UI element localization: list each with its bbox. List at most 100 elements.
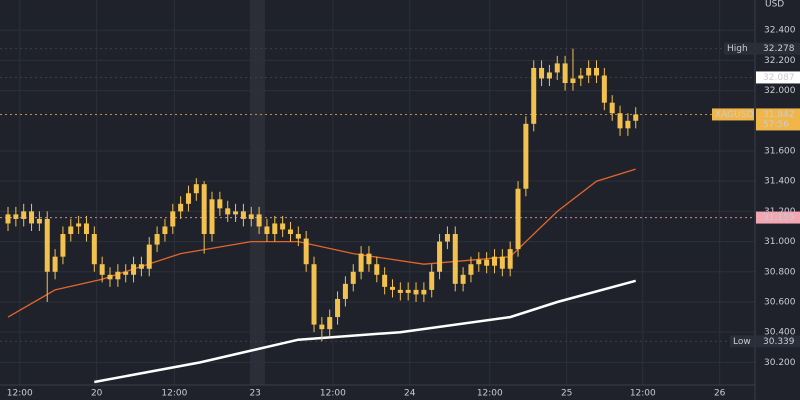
x-tick-label: 12:00 — [7, 389, 33, 399]
price-label-name: Low — [733, 337, 751, 347]
candle-body — [287, 229, 293, 235]
session-highlight — [250, 0, 265, 385]
y-tick-label: 32.200 — [764, 56, 796, 66]
candle-body — [382, 274, 388, 287]
price-label-box — [756, 42, 800, 55]
candle-body — [29, 211, 35, 224]
candle-body — [562, 63, 568, 84]
candle-body — [413, 289, 419, 295]
candle-body — [311, 264, 317, 325]
candle-body — [350, 271, 356, 284]
levels — [0, 48, 755, 342]
candle-body — [633, 114, 639, 121]
candle-body — [178, 203, 184, 212]
candle-body — [5, 214, 11, 224]
price-label: 31.159 — [763, 213, 795, 223]
moving-averages — [7, 168, 637, 384]
candle-body — [170, 211, 176, 227]
price-label: 31.842 — [763, 110, 795, 120]
candle-body — [437, 241, 443, 272]
y-tick-label: 31.400 — [764, 177, 796, 187]
candle-body — [36, 218, 42, 224]
grid — [0, 0, 755, 385]
candle-body — [515, 188, 521, 250]
candle-body — [625, 120, 631, 129]
candle-body — [21, 211, 27, 219]
candle-body — [68, 226, 74, 235]
candle-body — [358, 253, 364, 272]
candle-body — [491, 256, 497, 266]
price-label-box — [756, 108, 800, 131]
candle-body — [52, 256, 58, 272]
candle-body — [162, 226, 168, 235]
candle-body — [240, 211, 246, 219]
candle-body — [335, 298, 341, 318]
moving-average-line — [7, 168, 636, 318]
candle-body — [389, 286, 395, 290]
price-label: 32.087 — [763, 73, 795, 83]
axis-unit: USD — [765, 0, 784, 10]
y-tick-label: 30.200 — [764, 358, 796, 368]
candle-body — [295, 234, 301, 239]
candle-body — [617, 113, 623, 129]
candle-body — [76, 223, 82, 227]
x-tick-label: 26 — [714, 389, 726, 399]
candle-body — [531, 67, 537, 124]
candle-body — [570, 78, 576, 84]
candle-body — [468, 264, 474, 275]
candle-body — [429, 271, 435, 290]
x-tick-label: 12:00 — [477, 389, 503, 399]
y-tick-label: 31.600 — [764, 146, 796, 156]
x-tick-label: 12:00 — [320, 389, 346, 399]
candle-body — [60, 234, 66, 257]
candle-body — [83, 223, 89, 235]
candle-body — [225, 208, 231, 215]
y-tick-label: 31.000 — [764, 237, 796, 247]
candle-body — [593, 67, 599, 76]
candle-body — [327, 317, 333, 330]
candle-body — [272, 223, 278, 235]
candle-body — [586, 67, 592, 76]
candle-body — [154, 234, 160, 245]
candle-body — [405, 289, 411, 293]
price-label-box — [756, 211, 800, 224]
candle-body — [193, 184, 199, 194]
candle-body — [507, 249, 513, 269]
candle-body — [264, 226, 270, 235]
price-label-box — [756, 335, 800, 348]
candle-body — [209, 199, 215, 235]
x-tick-label: 23 — [249, 389, 260, 399]
candle-body — [374, 264, 380, 275]
candle-body — [319, 324, 325, 330]
candle-body — [539, 67, 545, 79]
candle-body — [123, 271, 129, 275]
y-tick-label: 30.400 — [764, 328, 796, 338]
y-tick-label: 30.800 — [764, 267, 796, 277]
x-tick-label: 25 — [561, 389, 572, 399]
candle-body — [131, 264, 137, 275]
y-tick-label: 32.400 — [764, 26, 796, 36]
price-label-box — [756, 71, 800, 84]
candle-body — [452, 234, 458, 284]
candle-body — [13, 214, 19, 219]
candle-body — [444, 234, 450, 242]
candle-body — [201, 184, 207, 235]
candle-body — [397, 289, 403, 293]
axes: 30.20030.40030.60030.80031.00031.20031.4… — [7, 26, 800, 399]
candle-body — [303, 238, 309, 265]
candle-body — [107, 274, 113, 280]
candle-body — [460, 274, 466, 284]
candle-body — [44, 218, 50, 272]
candle-body — [342, 283, 348, 299]
candle-body — [601, 75, 607, 103]
x-tick-label: 12:00 — [161, 389, 187, 399]
candle-body — [484, 259, 490, 266]
candle-body — [138, 264, 144, 269]
price-label-name: High — [727, 44, 748, 54]
candle-body — [248, 214, 254, 219]
candle-body — [115, 271, 121, 280]
y-tick-label: 32.000 — [764, 86, 796, 96]
candle-body — [554, 63, 560, 73]
candles — [5, 48, 639, 342]
